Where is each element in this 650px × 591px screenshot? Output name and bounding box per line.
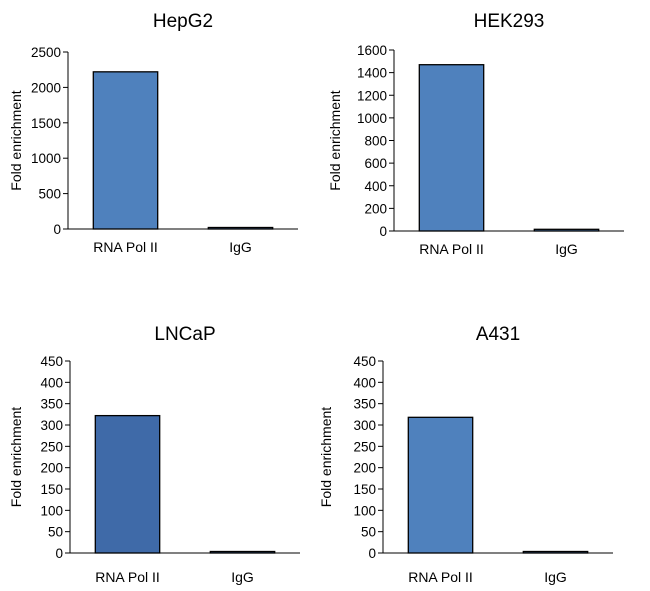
- bar-2: [533, 228, 600, 232]
- y-tick-label: 250: [353, 439, 376, 454]
- y-tick-label: 200: [353, 461, 376, 476]
- y-tick-label: 0: [379, 224, 387, 239]
- y-tick-label: 400: [364, 179, 387, 194]
- y-tick-label: 400: [40, 375, 63, 390]
- y-tick-label: 350: [40, 397, 63, 412]
- y-tick-label: 50: [48, 525, 63, 540]
- chart-title: HepG2: [153, 11, 213, 32]
- y-tick-label: 100: [40, 503, 63, 518]
- bar-2: [209, 550, 276, 554]
- y-tick-label: 250: [40, 439, 63, 454]
- x-category-label: RNA Pol II: [408, 569, 473, 585]
- chart-panel-1: HepG2 Fold enrichment 0 500 1000 1500 2000 2500…: [8, 11, 298, 255]
- y-tick-label: 200: [40, 461, 63, 476]
- y-tick-label: 600: [364, 156, 387, 171]
- x-category-label: IgG: [555, 241, 578, 257]
- y-tick-label: 150: [40, 482, 63, 497]
- x-category-label: IgG: [231, 569, 254, 585]
- y-tick-label: 800: [364, 134, 387, 149]
- y-tick-label: 0: [55, 546, 63, 561]
- y-tick-label: 500: [38, 187, 61, 202]
- x-category-label: RNA Pol II: [419, 241, 484, 257]
- y-tick-label: 100: [353, 503, 376, 518]
- y-tick-label: 1000: [31, 151, 61, 166]
- bar-1: [92, 71, 159, 230]
- y-tick-label: 150: [353, 482, 376, 497]
- bar-1: [94, 414, 161, 554]
- y-tick-label: 300: [40, 418, 63, 433]
- y-tick-label: 200: [364, 201, 387, 216]
- x-category-label: IgG: [229, 239, 252, 255]
- chart-title: HEK293: [474, 11, 545, 32]
- y-tick-label: 0: [368, 546, 376, 561]
- chart-panel-4: A431 Fold enrichment 0 50 100 150 200 250 300 350…: [318, 324, 613, 585]
- bar-1: [407, 416, 474, 554]
- y-tick-label: 0: [53, 222, 61, 237]
- y-axis-label: Fold enrichment: [318, 407, 334, 507]
- bar-2: [207, 226, 274, 230]
- y-axis-label: Fold enrichment: [8, 90, 24, 190]
- chart-title: LNCaP: [154, 324, 215, 345]
- y-tick-label: 50: [361, 525, 376, 540]
- y-tick-label: 450: [353, 354, 376, 369]
- x-category-label: RNA Pol II: [93, 239, 158, 255]
- y-tick-label: 350: [353, 397, 376, 412]
- y-axis-label: Fold enrichment: [8, 407, 24, 507]
- y-tick-label: 1200: [357, 88, 387, 103]
- chart-panel-3: LNCaP Fold enrichment 0 50 100 150 200 250 300 35…: [8, 324, 300, 585]
- chart-panel-2: HEK293 Fold enrichment 0 200 400 600 800 1000 12…: [327, 11, 624, 257]
- y-axis-label: Fold enrichment: [327, 90, 343, 190]
- x-category-label: RNA Pol II: [95, 569, 160, 585]
- y-tick-label: 450: [40, 354, 63, 369]
- y-tick-label: 1400: [357, 66, 387, 81]
- bar-2: [522, 550, 589, 554]
- y-tick-label: 2000: [31, 80, 61, 95]
- y-tick-label: 2500: [31, 45, 61, 60]
- y-tick-label: 400: [353, 375, 376, 390]
- chart-title: A431: [476, 324, 520, 345]
- y-tick-label: 1000: [357, 111, 387, 126]
- bar-1: [418, 64, 485, 232]
- y-tick-label: 1600: [357, 43, 387, 58]
- x-category-label: IgG: [544, 569, 567, 585]
- y-tick-label: 1500: [31, 116, 61, 131]
- y-tick-label: 300: [353, 418, 376, 433]
